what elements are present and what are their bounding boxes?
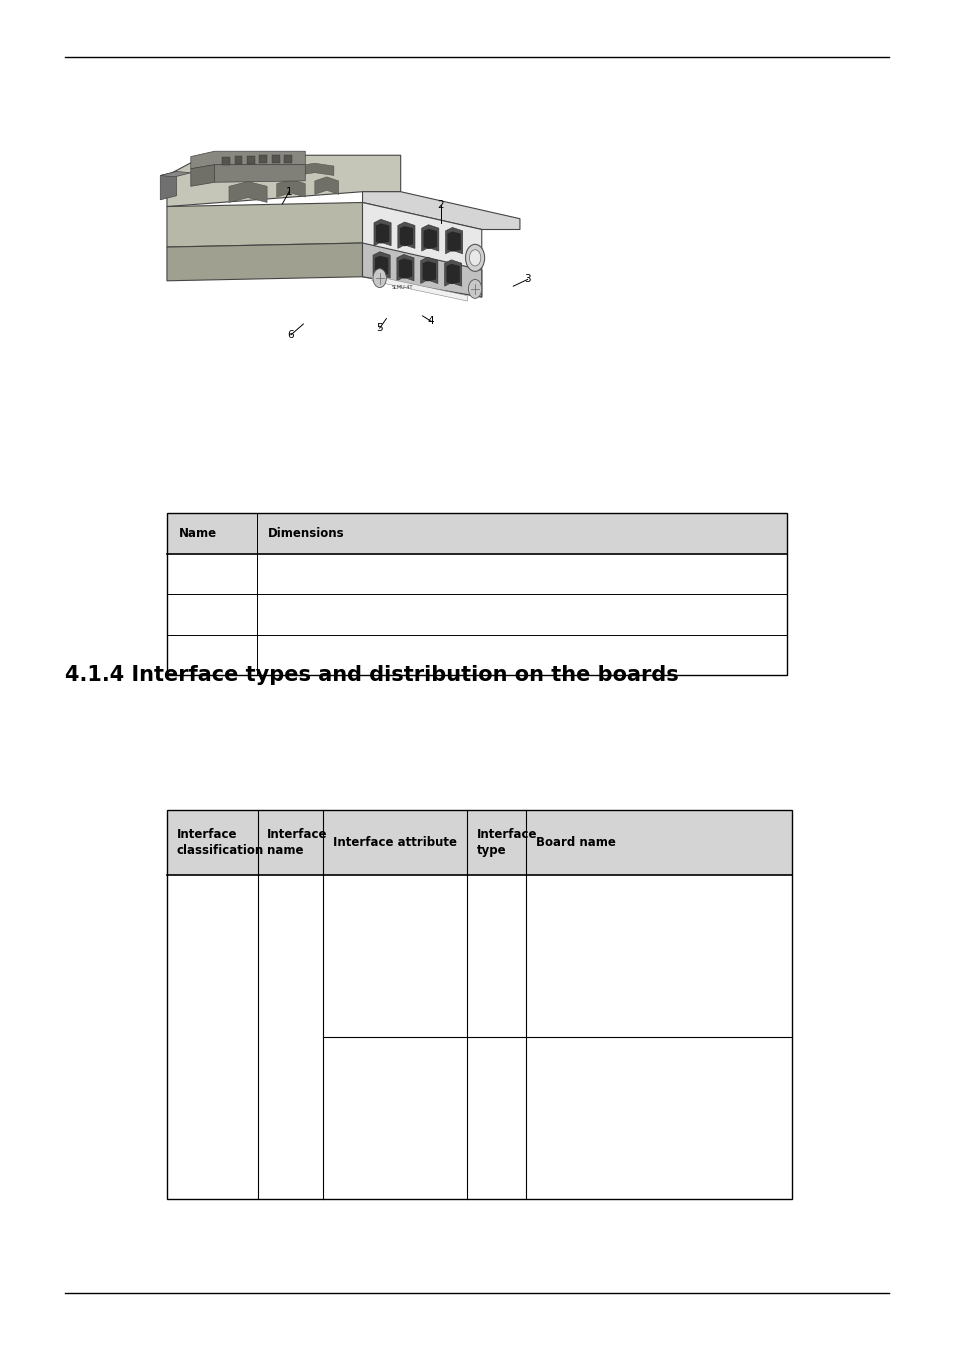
Polygon shape [397,221,415,248]
Text: 1: 1 [286,186,292,197]
Polygon shape [375,255,388,275]
Polygon shape [396,254,414,281]
Circle shape [469,250,480,266]
Polygon shape [234,157,242,165]
Bar [167,810,791,875]
Circle shape [468,279,481,298]
Text: Board name: Board name [536,836,615,849]
Polygon shape [160,171,176,200]
Polygon shape [314,177,338,194]
Polygon shape [191,151,305,169]
Text: SLMU-4T: SLMU-4T [391,285,413,290]
Polygon shape [398,258,412,278]
Polygon shape [259,155,267,163]
Polygon shape [272,155,279,163]
Text: 4: 4 [428,316,434,327]
Text: Interface
name: Interface name [267,828,327,857]
Text: Dimensions: Dimensions [268,526,345,540]
Bar [167,513,786,554]
Polygon shape [167,243,362,281]
Text: 4.1.4 Interface types and distribution on the boards: 4.1.4 Interface types and distribution o… [65,666,678,684]
Polygon shape [420,256,437,284]
Polygon shape [167,202,362,247]
Polygon shape [362,202,481,297]
Text: 6: 6 [288,329,294,340]
Bar [167,810,791,1199]
Polygon shape [421,224,438,251]
Polygon shape [214,165,305,182]
Polygon shape [295,163,334,176]
Polygon shape [445,227,462,254]
Polygon shape [160,171,191,177]
Text: Interface attribute: Interface attribute [333,836,456,849]
Circle shape [465,244,484,271]
Text: Interface
classification: Interface classification [176,828,263,857]
Bar [167,513,786,675]
Polygon shape [284,155,292,163]
Polygon shape [247,155,254,163]
Polygon shape [276,180,305,197]
Polygon shape [222,157,230,165]
Polygon shape [191,165,214,186]
Polygon shape [229,166,286,180]
Polygon shape [372,275,467,301]
Polygon shape [362,243,481,297]
Polygon shape [446,263,459,284]
Polygon shape [399,225,413,246]
Polygon shape [374,219,391,246]
Polygon shape [373,251,390,278]
Text: Name: Name [178,526,216,540]
Polygon shape [444,259,461,286]
Polygon shape [362,192,519,230]
Text: Interface
type: Interface type [476,828,537,857]
Circle shape [373,269,386,288]
Polygon shape [447,231,460,251]
Polygon shape [167,155,400,207]
Polygon shape [423,228,436,248]
Text: 3: 3 [524,274,530,285]
Polygon shape [229,181,267,202]
Polygon shape [422,261,436,281]
Text: 5: 5 [376,323,382,333]
Polygon shape [375,223,389,243]
Text: 2: 2 [437,200,443,211]
